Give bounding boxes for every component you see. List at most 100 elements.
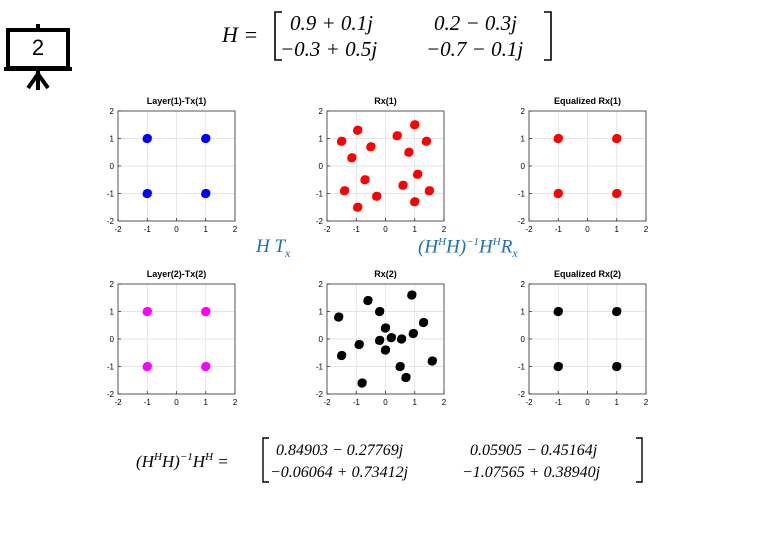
y-tick-label: -2 [518, 217, 526, 226]
data-point-marker [418, 320, 426, 327]
y-tick-label: 1 [521, 308, 526, 317]
chart-title: Equalized Rx(1) [554, 96, 621, 106]
data-point-marker [392, 133, 399, 140]
y-tick-label: 0 [521, 162, 526, 171]
data-point [142, 133, 152, 144]
y-tick-label: 0 [319, 335, 324, 344]
y-tick-label: -1 [107, 363, 115, 372]
data-point-marker [404, 150, 411, 157]
data-point-marker [201, 309, 208, 316]
data-point [380, 323, 391, 333]
x-tick-label: 1 [204, 225, 209, 234]
x-tick-label: 0 [383, 398, 388, 407]
data-point [612, 361, 622, 372]
data-point [421, 136, 432, 146]
chart-equalized-rx1: Equalized Rx(1) -2 -1 0 1 2 -2 -1 0 1 2 [509, 86, 659, 251]
data-point [392, 131, 402, 141]
x-tick-label: -2 [525, 225, 533, 234]
y-tick-label: 1 [319, 135, 324, 144]
data-point-marker [612, 364, 619, 371]
data-point [353, 202, 363, 212]
y-tick-label: -1 [316, 190, 324, 199]
y-tick-label: -1 [316, 363, 324, 372]
data-point [427, 356, 437, 366]
data-point [398, 180, 408, 190]
chart-title: Rx(2) [374, 269, 397, 279]
x-tick-label: -2 [525, 398, 533, 407]
data-point-marker [398, 183, 405, 190]
data-point [334, 312, 344, 322]
data-point-marker [407, 292, 414, 300]
data-point-marker [375, 309, 382, 316]
data-point-marker [380, 325, 388, 333]
data-point [401, 372, 411, 383]
data-point-marker [347, 155, 354, 162]
data-point-marker [339, 188, 347, 195]
data-point-marker [201, 364, 208, 371]
data-point-marker [408, 331, 416, 338]
chart-rx1: Rx(1) -2 -1 0 1 2 -2 -1 0 1 2 [307, 86, 457, 251]
data-point [337, 350, 347, 361]
y-tick-label: -2 [316, 390, 324, 399]
x-tick-label: 0 [585, 225, 590, 234]
y-tick-label: 2 [110, 280, 115, 289]
data-point-marker [372, 194, 379, 201]
data-point [408, 328, 418, 339]
y-tick-label: 0 [319, 162, 324, 171]
data-point [396, 334, 407, 344]
x-tick-label: -1 [144, 398, 152, 407]
data-point-marker [334, 314, 341, 322]
data-point-marker [380, 347, 388, 355]
data-point [372, 191, 382, 201]
x-tick-label: -2 [114, 225, 122, 234]
data-point [395, 361, 405, 372]
data-point-marker [612, 309, 619, 316]
x-tick-label: -1 [353, 225, 361, 234]
data-point-marker [410, 122, 417, 129]
y-tick-label: 2 [521, 107, 526, 116]
data-point [363, 295, 373, 306]
data-point-marker [353, 128, 360, 135]
data-point-marker [612, 136, 619, 143]
data-point-marker [142, 191, 150, 198]
data-point-marker [142, 364, 150, 371]
y-tick-label: 1 [110, 135, 115, 144]
data-point-marker [201, 191, 208, 198]
data-point [386, 333, 396, 343]
chart-title: Layer(1)-Tx(1) [147, 96, 207, 106]
data-point-marker [553, 191, 561, 198]
x-tick-label: 2 [644, 225, 649, 234]
y-tick-label: 2 [521, 280, 526, 289]
data-point [553, 306, 563, 317]
x-tick-label: -2 [114, 398, 122, 407]
data-point-marker [357, 380, 364, 388]
y-tick-label: 1 [319, 308, 324, 317]
data-point-marker [427, 358, 435, 366]
chart-layer1-tx1: Layer(1)-Tx(1) -2 -1 0 1 2 -2 -1 0 1 2 [98, 86, 248, 251]
data-point [380, 345, 391, 355]
x-tick-label: 1 [413, 225, 418, 234]
matrix-inv-r2c1: −0.06064 + 0.73412j [270, 464, 409, 481]
data-point [410, 197, 420, 207]
y-tick-label: 2 [319, 280, 324, 289]
data-point [424, 186, 434, 196]
data-point [612, 133, 622, 144]
equation-lhs: H = [222, 22, 258, 47]
data-point-marker [337, 353, 344, 360]
x-tick-label: 1 [204, 398, 209, 407]
data-point-marker [375, 338, 382, 345]
data-point [410, 120, 420, 130]
data-point-marker [424, 188, 432, 195]
matrix-h-r1c2: 0.2 − 0.3j [434, 11, 517, 35]
x-tick-label: 2 [442, 398, 447, 407]
data-point [201, 133, 211, 144]
x-tick-label: 1 [615, 225, 620, 234]
data-point [553, 361, 563, 372]
x-tick-label: 0 [174, 398, 179, 407]
chart-rx2: Rx(2) -2 -1 0 1 2 -2 -1 0 1 2 [307, 259, 457, 424]
data-point-marker [553, 136, 561, 143]
y-tick-label: 1 [521, 135, 526, 144]
data-point [375, 335, 385, 345]
y-tick-label: 0 [521, 335, 526, 344]
data-point-marker [386, 335, 394, 342]
